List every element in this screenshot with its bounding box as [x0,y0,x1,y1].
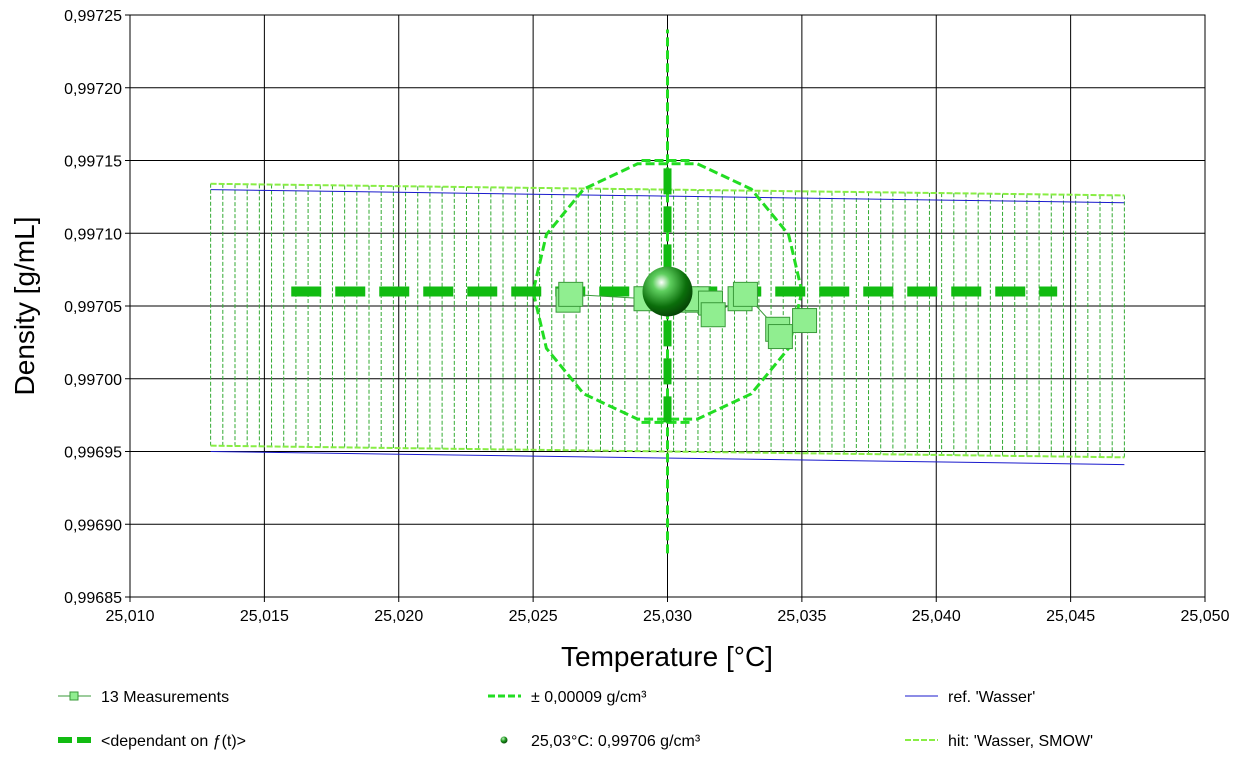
x-tick-label: 25,025 [509,608,558,625]
x-tick-label: 25,020 [374,608,423,625]
x-tick-label: 25,035 [777,608,826,625]
y-tick-label: 0,99715 [64,154,122,171]
legend-item: ref. 'Wasser' [905,689,1035,706]
y-axis-title: Density [g/mL] [9,217,40,396]
result-point [642,266,693,317]
legend-label: ± 0,00009 g/cm³ [531,689,647,706]
measurement-point [767,324,793,350]
x-tick-labels: 25,010 25,015 25,020 25,025 25,030 25,035 25,0… [106,608,1230,625]
legend-item: hit: 'Wasser, SMOW' [905,733,1093,750]
series-layer [210,29,1125,554]
x-tick-label: 25,010 [106,608,155,625]
measurement-point [700,302,726,328]
y-tick-labels: 0,99685 0,99690 0,99695 0,99700 0,99705 0,997… [64,8,122,607]
legend-label: ref. 'Wasser' [948,689,1035,706]
y-tick-label: 0,99700 [64,372,122,389]
x-tick-label: 25,015 [240,608,289,625]
x-tick-label: 25,050 [1181,608,1230,625]
y-tick-label: 0,99705 [64,299,122,316]
legend-item: 13 Measurements [58,689,229,706]
y-tick-label: 0,99725 [64,8,122,25]
hit-lower-line [210,444,1125,459]
x-tick-label: 25,045 [1046,608,1095,625]
tolerance-circle [531,162,804,421]
x-axis-title: Temperature [°C] [561,641,773,672]
legend-item: 25,03°C: 0,99706 g/cm³ [500,733,701,750]
y-tick-label: 0,99695 [64,445,122,462]
legend-measurements-marker [69,691,79,701]
legend-label: hit: 'Wasser, SMOW' [948,733,1093,750]
legend-item: <dependant on ƒ(t)> [58,733,246,750]
x-tick-label: 25,040 [912,608,961,625]
legend-label: 25,03°C: 0,99706 g/cm³ [531,733,701,750]
legend: 13 Measurements ± 0,00009 g/cm³ ref. 'Wass… [58,689,1093,750]
legend-point-marker [500,736,508,744]
legend-label: <dependant on ƒ(t)> [101,733,246,750]
legend-label: 13 Measurements [101,689,229,706]
y-tick-label: 0,99685 [64,590,122,607]
x-tick-label: 25,030 [643,608,692,625]
legend-item: ± 0,00009 g/cm³ [488,689,647,706]
y-tick-label: 0,99690 [64,517,122,534]
y-tick-label: 0,99720 [64,81,122,98]
measurement-point [732,281,758,307]
measurement-point [792,308,818,334]
y-tick-label: 0,99710 [64,226,122,243]
hit-band-hatch [210,183,1125,458]
measurement-point [558,281,584,307]
